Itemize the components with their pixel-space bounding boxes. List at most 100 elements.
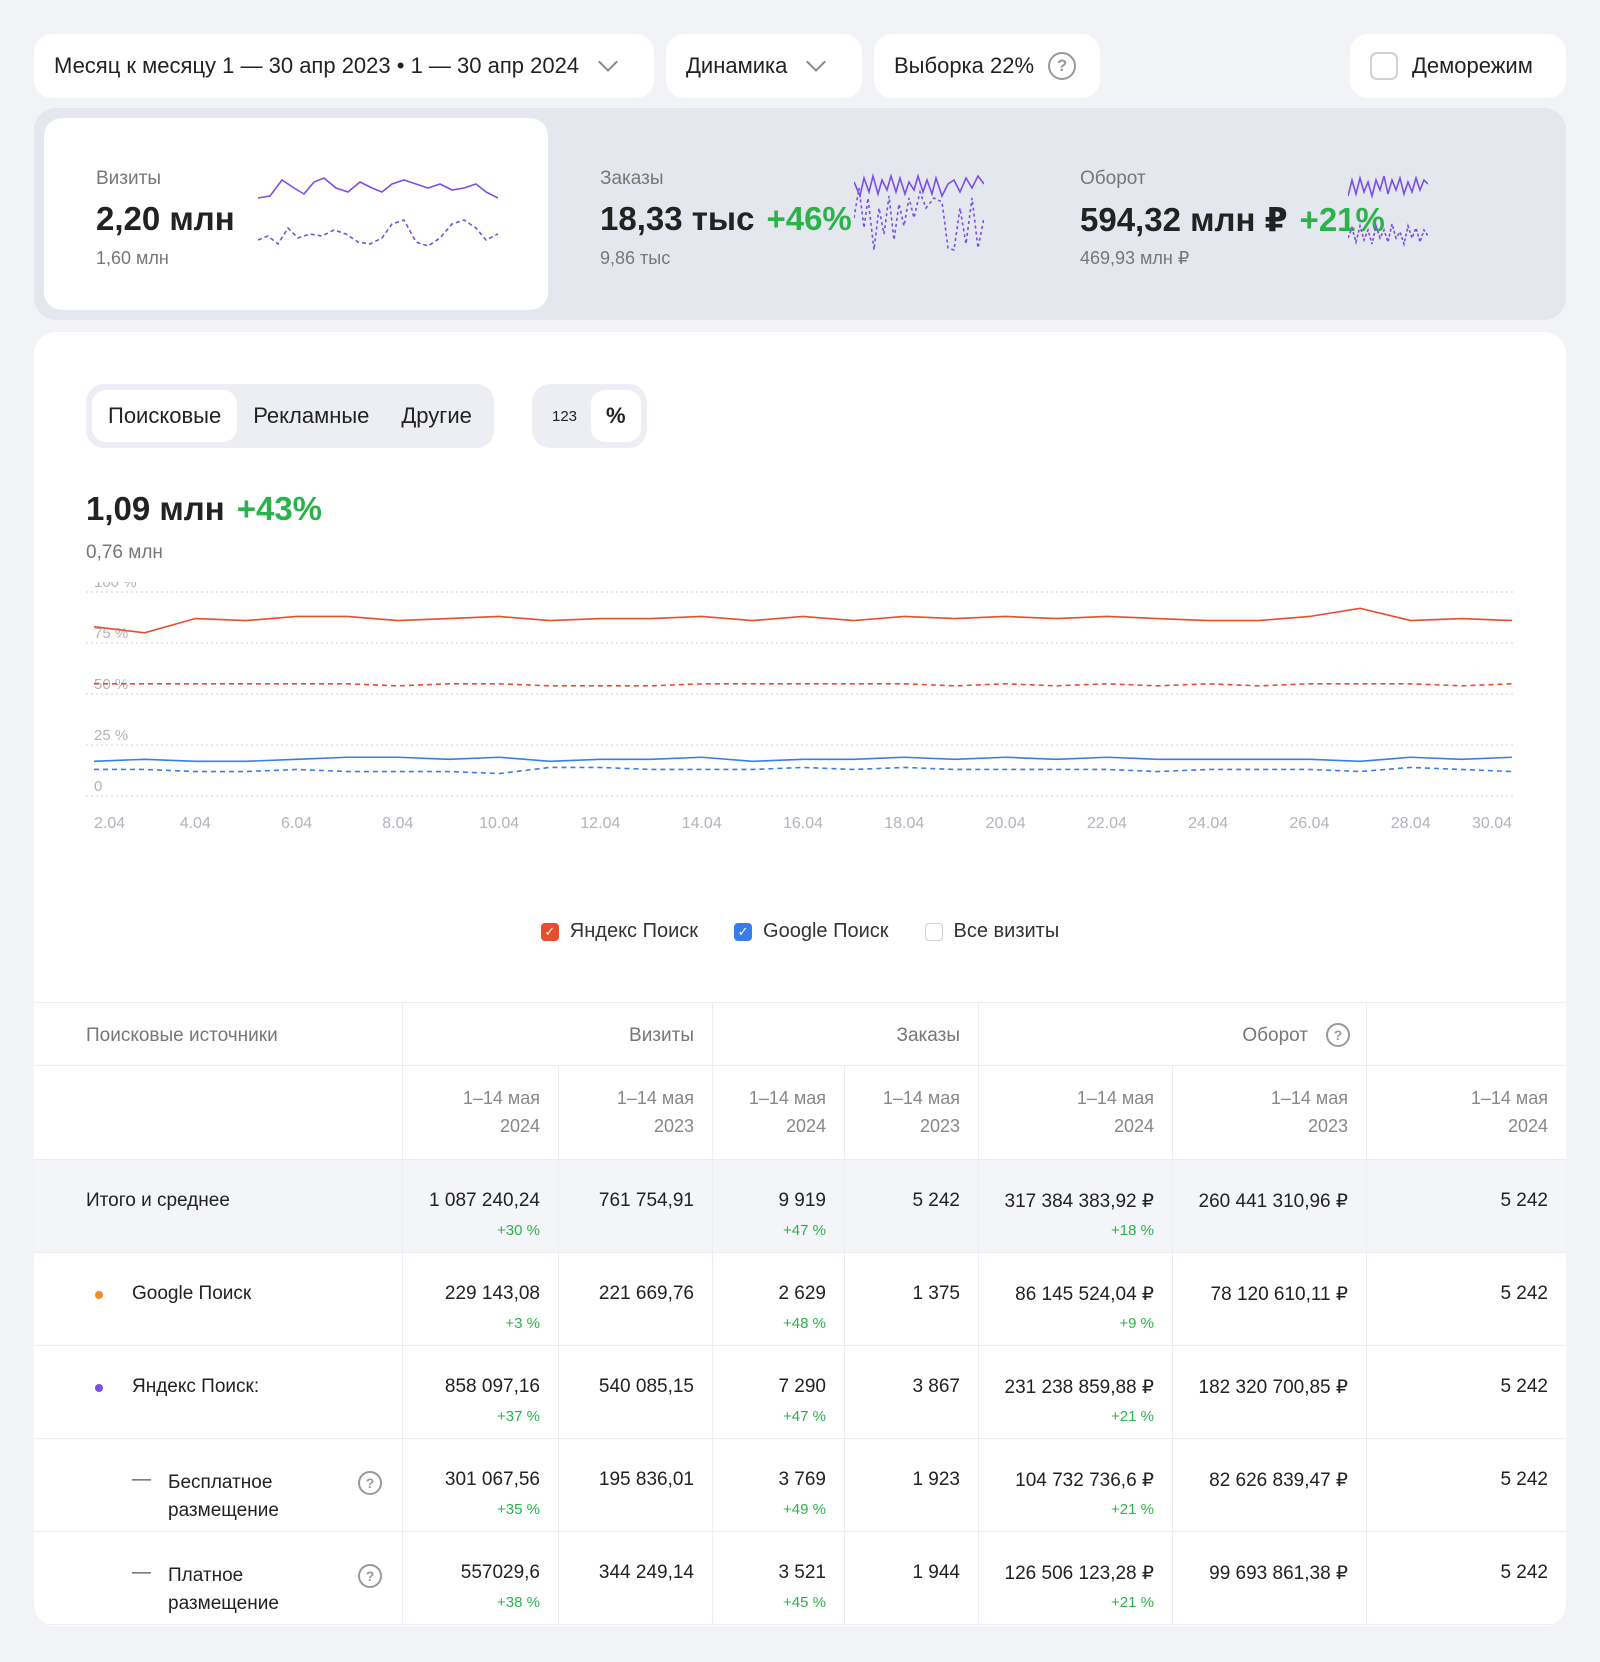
cell-value: 3 769 — [778, 1469, 826, 1490]
sample-selector[interactable]: Выборка 22% ? — [874, 34, 1100, 98]
column-divider — [712, 1002, 713, 1626]
metric-prev: 1,60 млн — [96, 248, 169, 268]
table-row[interactable]: Платное размещение —? 557029,6 +38 % 344 249,… — [34, 1532, 1566, 1625]
cell-value: 5 242 — [1500, 1469, 1548, 1490]
metric-revenue[interactable]: Оборот 594,32 млн ₽ +21% 469,93 млн ₽ — [1028, 118, 1548, 310]
cell-value: 2 629 — [778, 1283, 826, 1304]
cell-value: 260 441 310,96 ₽ — [1198, 1191, 1348, 1212]
cell-value: 5 242 — [1500, 1376, 1548, 1397]
cell-delta: +48 % — [783, 1315, 826, 1332]
chevron-down-icon — [806, 52, 827, 72]
x-tick-label: 24.04 — [1188, 815, 1228, 832]
header-visits: Визиты — [629, 1025, 694, 1046]
period-header: 1–14 мая 2024 — [1076, 1088, 1154, 1136]
legend-yandex[interactable]: ✓ Яндекс Поиск — [540, 920, 699, 943]
help-icon[interactable]: ? — [358, 1471, 382, 1495]
table-cell: 5 242 — [1366, 1532, 1566, 1624]
column-divider — [1172, 1066, 1173, 1626]
table-cell: 301 067,56 +35 % — [402, 1439, 558, 1531]
legend-all-visits[interactable]: Все визиты — [924, 920, 1059, 943]
table-cell: 317 384 383,92 ₽ +18 % — [978, 1160, 1172, 1252]
tab-ads[interactable]: Рекламные — [253, 403, 370, 428]
table-row[interactable]: Яндекс Поиск: 858 097,16 +37 % 540 085,15 7 … — [34, 1346, 1566, 1439]
cell-value: 5 242 — [1500, 1283, 1548, 1304]
x-tick-label: 4.04 — [180, 815, 211, 832]
toolbar: Месяц к месяцу 1 — 30 апр 2023 • 1 — 30 … — [34, 34, 1566, 98]
table-cell: 344 249,14 — [558, 1532, 712, 1624]
table-total-row[interactable]: Итого и среднее 1 087 240,24 +30 % 761 754,… — [34, 1160, 1566, 1253]
column-divider — [978, 1002, 979, 1626]
table-cell: 3 769 +49 % — [712, 1439, 844, 1531]
help-icon[interactable]: ? — [1326, 1023, 1350, 1047]
cell-value: 99 693 861,38 ₽ — [1209, 1563, 1348, 1584]
series-line — [93, 756, 1513, 763]
demo-checkbox[interactable] — [1370, 52, 1398, 80]
sparkline-revenue — [1348, 174, 1428, 247]
cell-value: 1 375 — [912, 1283, 960, 1304]
column-divider — [844, 1066, 845, 1626]
table-cell: 221 669,76 — [558, 1253, 712, 1345]
cell-delta: +21 % — [1111, 1501, 1154, 1518]
period-dropdown[interactable]: Месяц к месяцу 1 — 30 апр 2023 • 1 — 30 … — [34, 34, 654, 98]
metric-visits[interactable]: Визиты 2,20 млн 1,60 млн — [44, 118, 548, 310]
unit-absolute[interactable]: 123 — [552, 407, 578, 425]
cell-delta: +21 % — [1111, 1408, 1154, 1425]
source-tabs: Поисковые Рекламные Другие — [86, 384, 494, 448]
row-name: Платное размещение — [168, 1565, 279, 1614]
cell-value: 344 249,14 — [598, 1562, 694, 1583]
summary-value: 1,09 млн +43% — [86, 490, 323, 527]
x-tick-label: 14.04 — [682, 815, 722, 832]
metric-value: 594,32 млн ₽ +21% — [1080, 201, 1385, 238]
table-cell: 5 242 — [1366, 1439, 1566, 1531]
cell-value: 104 732 736,6 ₽ — [1015, 1470, 1154, 1491]
tab-search[interactable]: Поисковые — [92, 390, 238, 442]
metric-orders[interactable]: Заказы 18,33 тыс +46% 9,86 тыс — [548, 118, 1028, 310]
table-cell: 195 836,01 — [558, 1439, 712, 1531]
checkbox-unchecked-icon[interactable] — [924, 922, 943, 941]
cell-value: 126 506 123,28 ₽ — [1004, 1563, 1154, 1584]
cell-value: 5 242 — [1500, 1190, 1548, 1211]
help-icon[interactable]: ? — [1048, 52, 1077, 80]
checkbox-checked-icon[interactable]: ✓ — [540, 922, 559, 941]
metric-label: Оборот — [1080, 168, 1146, 189]
cell-value: 182 320 700,85 ₽ — [1198, 1377, 1348, 1398]
x-tick-label: 6.04 — [281, 815, 312, 832]
checkbox-checked-icon[interactable]: ✓ — [734, 922, 753, 941]
table-row[interactable]: Бесплатное размещение —? 301 067,56 +35 % 195… — [34, 1439, 1566, 1532]
sample-label: Выборка 22% — [894, 53, 1035, 78]
table-row[interactable]: Google Поиск 229 143,08 +3 % 221 669,76 2 62… — [34, 1253, 1566, 1346]
table-cell: 761 754,91 — [558, 1160, 712, 1252]
x-tick-label: 22.04 — [1087, 815, 1127, 832]
metric-delta: +21% — [1299, 201, 1385, 238]
x-tick-label: 20.04 — [986, 815, 1026, 832]
legend-google[interactable]: ✓ Google Поиск — [734, 920, 889, 943]
table-cell: 1 944 — [844, 1532, 978, 1624]
cell-value: 78 120 610,11 ₽ — [1210, 1284, 1348, 1305]
series-dot-icon — [95, 1384, 103, 1392]
cell-value: 1 923 — [912, 1469, 960, 1490]
help-icon[interactable]: ? — [358, 1564, 382, 1588]
x-tick-label: 8.04 — [382, 815, 413, 832]
cell-delta: +49 % — [783, 1501, 826, 1518]
cell-delta: +21 % — [1111, 1594, 1154, 1611]
period-label: Месяц к месяцу 1 — 30 апр 2023 • 1 — 30 … — [54, 53, 580, 78]
unit-toggle: 123 % — [532, 384, 647, 448]
y-tick-label: 100 % — [94, 582, 137, 591]
x-tick-label: 30.04 — [1472, 815, 1512, 832]
metric-label: Визиты — [96, 168, 161, 189]
table-cell: 2 629 +48 % — [712, 1253, 844, 1345]
tab-other[interactable]: Другие — [401, 403, 472, 428]
column-divider — [558, 1066, 559, 1626]
mode-dropdown[interactable]: Динамика — [666, 34, 862, 98]
period-header: 1–14 мая 2024 — [1470, 1088, 1548, 1136]
cell-value: 229 143,08 — [444, 1283, 540, 1304]
period-header: 1–14 мая 2023 — [882, 1088, 960, 1136]
table-cell: 231 238 859,88 ₽ +21 % — [978, 1346, 1172, 1438]
period-header: 1–14 мая 2023 — [1270, 1088, 1348, 1136]
table-cell: 82 626 839,47 ₽ — [1172, 1439, 1366, 1531]
demo-mode-toggle[interactable]: Деморежим — [1350, 34, 1566, 98]
row-name: Яндекс Поиск: — [132, 1376, 260, 1397]
unit-percent[interactable]: % — [591, 390, 641, 442]
legend-label: Яндекс Поиск — [569, 920, 699, 942]
x-tick-label: 10.04 — [479, 815, 519, 832]
